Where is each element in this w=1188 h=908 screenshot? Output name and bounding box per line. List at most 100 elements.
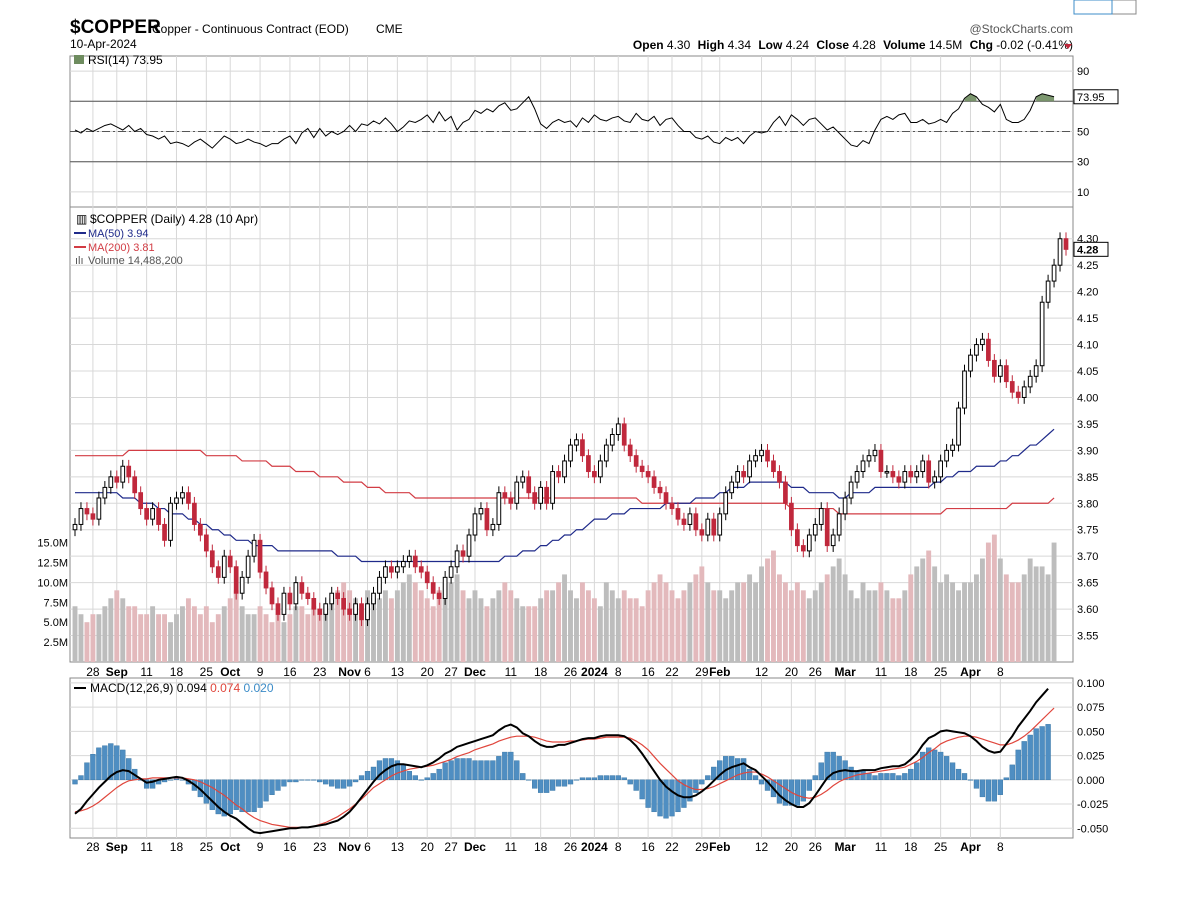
x-tick-label: 16 [283, 665, 297, 679]
rsi-tick-label: 10 [1077, 187, 1089, 199]
macd-histogram-bar [490, 760, 496, 781]
candle-body [615, 423, 621, 436]
macd-histogram-bar [335, 779, 341, 789]
rsi-tick-label: 30 [1077, 157, 1089, 169]
candle-body [968, 354, 973, 372]
candle-body [890, 471, 896, 478]
macd-histogram-bar [96, 747, 102, 781]
candle-body [854, 471, 860, 483]
volume-bar [830, 566, 836, 662]
candle-body [162, 523, 167, 541]
macd-histogram-bar [454, 758, 460, 781]
source-watermark: @StockCharts.com [969, 22, 1073, 36]
macd-x-tick-label: 2024 [581, 840, 608, 854]
macd-histogram-bar [573, 779, 580, 781]
macd-tick-label: 0.100 [1077, 678, 1105, 690]
candle-body [938, 460, 943, 478]
volume-bar [735, 582, 741, 662]
volume-bar [209, 622, 215, 662]
macd-histogram-bar [800, 779, 806, 802]
macd-histogram-bar [657, 779, 663, 817]
volume-bar [991, 534, 997, 662]
volume-bar [657, 574, 663, 662]
macd-histogram-bar [705, 775, 711, 781]
candle-body [371, 592, 376, 605]
candle-body [687, 513, 693, 525]
low-value: 4.24 [786, 38, 810, 52]
candle-body [753, 455, 758, 462]
macd-x-tick-label: 11 [875, 840, 888, 854]
macd-histogram-bar [937, 751, 944, 781]
candle-body [950, 444, 955, 451]
candle-body [717, 513, 723, 536]
volume-bar [603, 582, 609, 662]
volume-bar [138, 614, 144, 662]
volume-bar [1045, 574, 1051, 662]
candle-body [442, 576, 448, 600]
macd-histogram-bar [961, 773, 968, 781]
macd-histogram-bar [561, 779, 568, 787]
macd-legend-label: MACD(12,26,9) [90, 681, 173, 695]
volume-bar [997, 558, 1003, 662]
macd-x-tick-label: 20 [421, 840, 435, 854]
x-tick-label: Apr [960, 665, 981, 679]
volume-bar [1021, 574, 1027, 662]
macd-histogram-bar [424, 777, 430, 781]
volume-bar [317, 614, 323, 662]
candle-body [502, 492, 508, 499]
macd-histogram-bar [597, 775, 603, 781]
macd-x-tick-label: 16 [283, 840, 297, 854]
candle-body [992, 359, 997, 377]
macd-histogram-bar [257, 779, 263, 808]
candle-body [962, 370, 967, 409]
volume-bar [442, 582, 448, 662]
volume-bar [377, 598, 382, 662]
candle-body [227, 555, 233, 568]
volume-bar [293, 606, 299, 662]
open-label: Open [633, 38, 664, 52]
macd-tick-label: 0.000 [1077, 775, 1105, 787]
x-tick-label: 27 [444, 665, 458, 679]
macd-histogram-bar [890, 773, 896, 781]
volume-bar [544, 590, 550, 662]
candle-body [239, 576, 245, 594]
volume-bar [221, 606, 227, 662]
candle-body [544, 486, 549, 504]
macd-histogram-bar [985, 779, 992, 802]
macd-histogram-bar [812, 775, 818, 781]
volume-bar [329, 598, 335, 662]
macd-x-tick-label: 26 [809, 840, 823, 854]
candle-body [735, 471, 741, 483]
volume-bar [800, 590, 806, 662]
candle-body [597, 460, 603, 478]
macd-x-tick-label: Sep [106, 840, 128, 854]
macd-histogram-bar [448, 760, 454, 781]
volume-bar [979, 558, 985, 662]
candle-body [550, 471, 555, 504]
volume-bar [890, 598, 896, 662]
macd-histogram-bar [251, 779, 257, 813]
candle-body [1045, 280, 1051, 303]
candle-body [221, 555, 227, 578]
volume-bar [806, 598, 812, 662]
volume-bar [502, 582, 508, 662]
candle-body [466, 534, 472, 557]
macd-histogram-bar [394, 760, 401, 781]
candle-body [848, 481, 854, 499]
date-label: 10-Apr-2024 [70, 37, 137, 51]
macd-x-tick-label: Nov [338, 840, 361, 854]
macd-histogram-bar [514, 760, 520, 781]
volume-bar [245, 614, 251, 662]
volume-bar [1039, 566, 1045, 662]
x-tick-label: 11 [875, 665, 888, 679]
volume-bar [759, 566, 764, 662]
price-legend: ▥ $COPPER (Daily) 4.28 (10 Apr) MA(50) 3… [74, 212, 258, 267]
macd-histogram-bar [1027, 734, 1033, 781]
macd-histogram-bar [979, 779, 986, 798]
candle-body [144, 508, 149, 520]
x-tick-label: 18 [904, 665, 918, 679]
macd-histogram-bar [908, 768, 914, 781]
volume-bar [365, 590, 370, 662]
macd-histogram-bar [555, 779, 562, 787]
macd-histogram-bar [740, 758, 747, 781]
